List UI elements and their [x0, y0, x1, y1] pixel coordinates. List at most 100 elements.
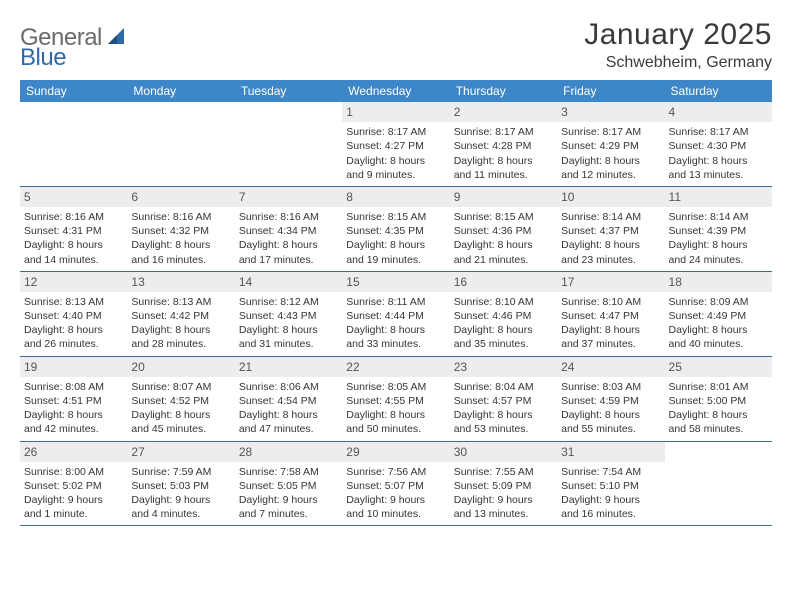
sunrise-line: Sunrise: 8:15 AM — [454, 210, 553, 224]
daylight-line-2: and 9 minutes. — [346, 168, 445, 182]
day-number: 18 — [665, 272, 772, 292]
sunset-line: Sunset: 5:05 PM — [239, 479, 338, 493]
sunrise-line: Sunrise: 8:14 AM — [561, 210, 660, 224]
daylight-line-1: Daylight: 9 hours — [24, 493, 123, 507]
logo-sail-icon — [106, 26, 126, 51]
day-cell: 13Sunrise: 8:13 AMSunset: 4:42 PMDayligh… — [127, 272, 234, 356]
sunrise-line: Sunrise: 8:17 AM — [346, 125, 445, 139]
day-cell: 4 Sunrise: 8:17 AMSunset: 4:30 PMDaylight… — [665, 102, 772, 186]
daylight-line-2: and 50 minutes. — [346, 422, 445, 436]
week-row: 12Sunrise: 8:13 AMSunset: 4:40 PMDayligh… — [20, 272, 772, 357]
sunrise-line: Sunrise: 7:56 AM — [346, 465, 445, 479]
sunset-line: Sunset: 4:43 PM — [239, 309, 338, 323]
sunset-line: Sunset: 4:47 PM — [561, 309, 660, 323]
daylight-line-2: and 45 minutes. — [131, 422, 230, 436]
sunrise-line: Sunrise: 8:03 AM — [561, 380, 660, 394]
day-cell: 6Sunrise: 8:16 AMSunset: 4:32 PMDaylight… — [127, 187, 234, 271]
sunset-line: Sunset: 4:35 PM — [346, 224, 445, 238]
day-cell: 16Sunrise: 8:10 AMSunset: 4:46 PMDayligh… — [450, 272, 557, 356]
day-cell: 11Sunrise: 8:14 AMSunset: 4:39 PMDayligh… — [665, 187, 772, 271]
sunset-line: Sunset: 4:30 PM — [669, 139, 768, 153]
daylight-line-2: and 12 minutes. — [561, 168, 660, 182]
daylight-line-2: and 40 minutes. — [669, 337, 768, 351]
daylight-line-2: and 53 minutes. — [454, 422, 553, 436]
sunrise-line: Sunrise: 7:55 AM — [454, 465, 553, 479]
day-cell: 17Sunrise: 8:10 AMSunset: 4:47 PMDayligh… — [557, 272, 664, 356]
daylight-line-1: Daylight: 8 hours — [669, 323, 768, 337]
sunset-line: Sunset: 4:29 PM — [561, 139, 660, 153]
header: General January 2025 Schwebheim, Germany — [20, 18, 772, 72]
daylight-line-2: and 26 minutes. — [24, 337, 123, 351]
daylight-line-1: Daylight: 8 hours — [561, 238, 660, 252]
daylight-line-2: and 42 minutes. — [24, 422, 123, 436]
day-number: 22 — [342, 357, 449, 377]
sunset-line: Sunset: 4:36 PM — [454, 224, 553, 238]
sunset-line: Sunset: 5:03 PM — [131, 479, 230, 493]
weeks-container: 1Sunrise: 8:17 AMSunset: 4:27 PMDaylight… — [20, 102, 772, 526]
daylight-line-2: and 14 minutes. — [24, 253, 123, 267]
daylight-line-1: Daylight: 8 hours — [454, 238, 553, 252]
day-number: 6 — [127, 187, 234, 207]
sunrise-line: Sunrise: 8:04 AM — [454, 380, 553, 394]
week-row: 1Sunrise: 8:17 AMSunset: 4:27 PMDaylight… — [20, 102, 772, 187]
day-number: 4 — [665, 102, 772, 122]
sunset-line: Sunset: 4:39 PM — [669, 224, 768, 238]
weekday-cell: Saturday — [665, 80, 772, 102]
day-cell: 29Sunrise: 7:56 AMSunset: 5:07 PMDayligh… — [342, 442, 449, 526]
daylight-line-1: Daylight: 8 hours — [454, 408, 553, 422]
daylight-line-1: Daylight: 8 hours — [131, 323, 230, 337]
day-number: 24 — [557, 357, 664, 377]
sunset-line: Sunset: 4:44 PM — [346, 309, 445, 323]
day-number: 31 — [557, 442, 664, 462]
daylight-line-1: Daylight: 8 hours — [346, 154, 445, 168]
day-cell: 31Sunrise: 7:54 AMSunset: 5:10 PMDayligh… — [557, 442, 664, 526]
day-number: 25 — [665, 357, 772, 377]
sunset-line: Sunset: 4:57 PM — [454, 394, 553, 408]
day-cell: 14Sunrise: 8:12 AMSunset: 4:43 PMDayligh… — [235, 272, 342, 356]
empty-day-cell — [665, 442, 772, 526]
sunrise-line: Sunrise: 8:14 AM — [669, 210, 768, 224]
sunrise-line: Sunrise: 8:17 AM — [669, 125, 768, 139]
day-number: 10 — [557, 187, 664, 207]
sunset-line: Sunset: 4:51 PM — [24, 394, 123, 408]
sunrise-line: Sunrise: 8:17 AM — [561, 125, 660, 139]
day-cell: 30Sunrise: 7:55 AMSunset: 5:09 PMDayligh… — [450, 442, 557, 526]
sunset-line: Sunset: 5:09 PM — [454, 479, 553, 493]
day-number: 13 — [127, 272, 234, 292]
sunset-line: Sunset: 4:52 PM — [131, 394, 230, 408]
daylight-line-2: and 7 minutes. — [239, 507, 338, 521]
sunset-line: Sunset: 4:37 PM — [561, 224, 660, 238]
week-row: 19 Sunrise: 8:08 AMSunset: 4:51 PM Dayligh… — [20, 357, 772, 442]
weekday-header-row: SundayMondayTuesdayWednesdayThursdayFrid… — [20, 80, 772, 102]
sunset-line: Sunset: 4:46 PM — [454, 309, 553, 323]
sunset-line: Sunset: 4:34 PM — [239, 224, 338, 238]
day-number: 5 — [20, 187, 127, 207]
weekday-cell: Monday — [127, 80, 234, 102]
day-number: 28 — [235, 442, 342, 462]
sunset-line: Sunset: 4:55 PM — [346, 394, 445, 408]
weekday-cell: Tuesday — [235, 80, 342, 102]
day-number: 19 — [20, 357, 127, 377]
day-cell: 26Sunrise: 8:00 AMSunset: 5:02 PMDayligh… — [20, 442, 127, 526]
daylight-line-2: and 35 minutes. — [454, 337, 553, 351]
sunset-line: Sunset: 5:10 PM — [561, 479, 660, 493]
daylight-line-1: Daylight: 8 hours — [454, 154, 553, 168]
daylight-line-1: Daylight: 9 hours — [239, 493, 338, 507]
daylight-line-1: Daylight: 8 hours — [346, 323, 445, 337]
day-cell: 19Sunrise: 8:08 AMSunset: 4:51 PMDayligh… — [20, 357, 127, 441]
sunset-line: Sunset: 4:42 PM — [131, 309, 230, 323]
daylight-line-2: and 47 minutes. — [239, 422, 338, 436]
day-number: 2 — [450, 102, 557, 122]
day-number: 23 — [450, 357, 557, 377]
weekday-cell: Friday — [557, 80, 664, 102]
day-cell: 5Sunrise: 8:16 AMSunset: 4:31 PMDaylight… — [20, 187, 127, 271]
empty-day-cell — [127, 102, 234, 186]
sunrise-line: Sunrise: 8:08 AM — [24, 380, 123, 394]
daylight-line-1: Daylight: 8 hours — [239, 238, 338, 252]
daylight-line-2: and 21 minutes. — [454, 253, 553, 267]
daylight-line-1: Daylight: 9 hours — [346, 493, 445, 507]
daylight-line-1: Daylight: 8 hours — [131, 408, 230, 422]
day-number: 9 — [450, 187, 557, 207]
daylight-line-1: Daylight: 8 hours — [669, 154, 768, 168]
day-cell: 8Sunrise: 8:15 AMSunset: 4:35 PMDaylight… — [342, 187, 449, 271]
